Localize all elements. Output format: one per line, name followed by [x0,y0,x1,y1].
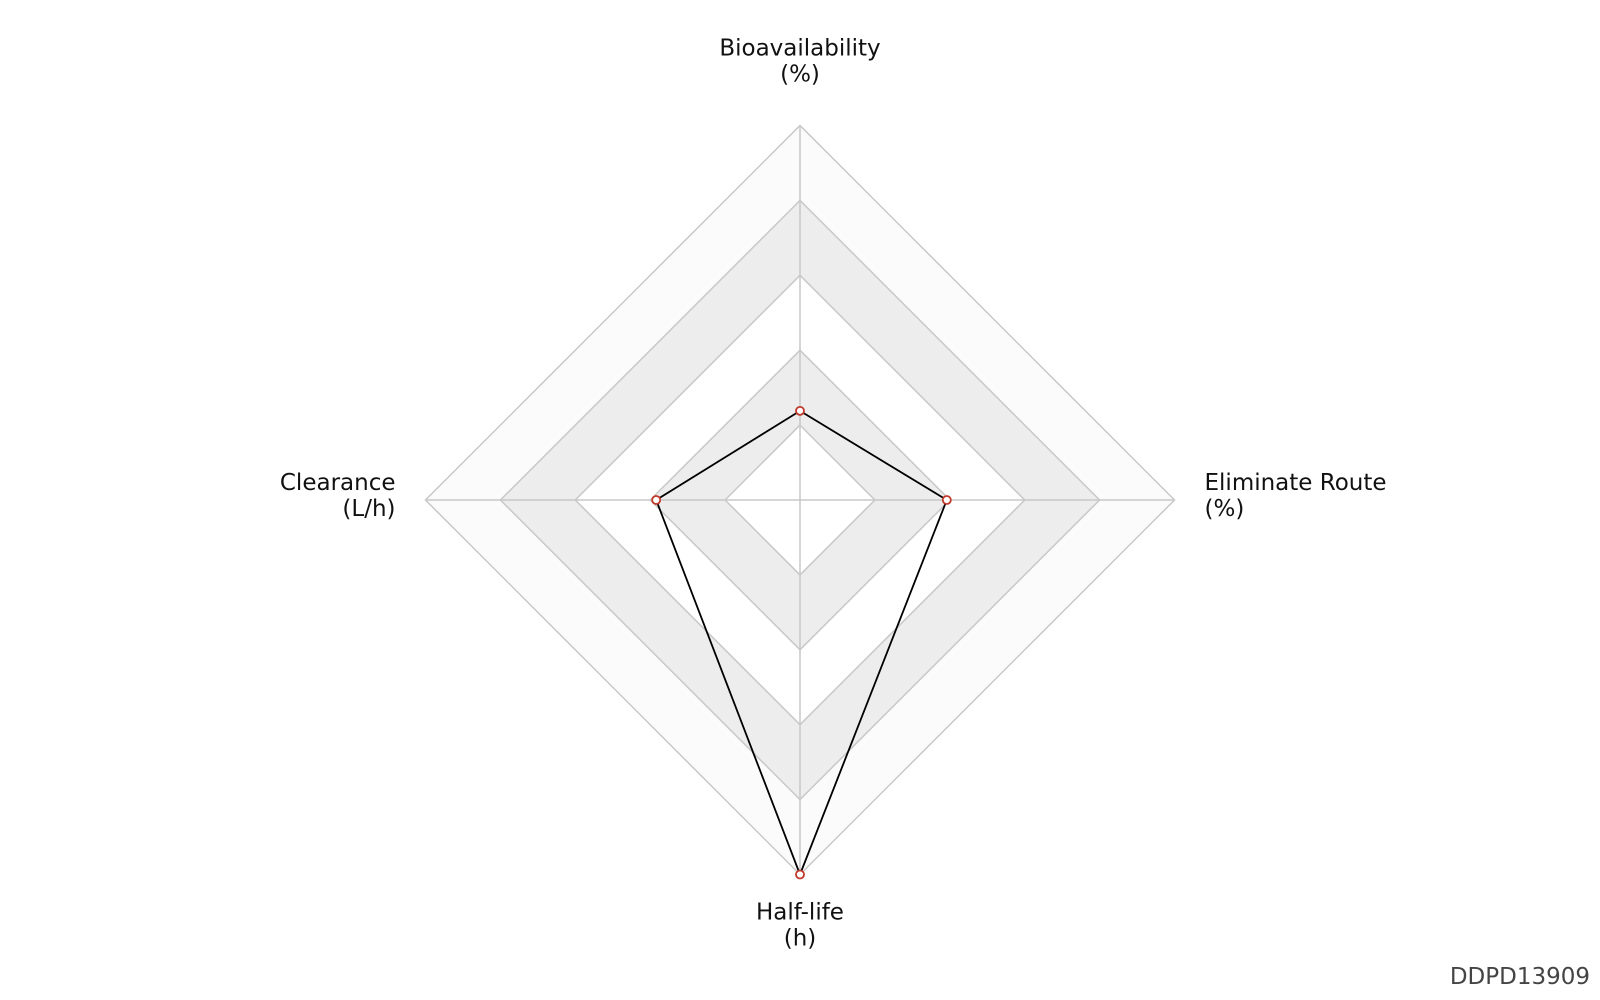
axis-unit: (%) [1205,496,1245,522]
axis-unit: (L/h) [342,496,395,522]
data-point [795,869,805,880]
data-point [651,495,662,505]
axis-label: Eliminate Route [1205,470,1387,496]
data-point [795,405,805,416]
axis-label: Half-life [756,900,844,926]
id-label: DDPD13909 [1450,964,1590,990]
data-point [941,495,952,505]
axis-label: Clearance [280,470,396,496]
axis-label: Bioavailability [719,36,880,62]
axis-unit: (%) [780,62,820,88]
axis-unit: (h) [784,926,817,952]
